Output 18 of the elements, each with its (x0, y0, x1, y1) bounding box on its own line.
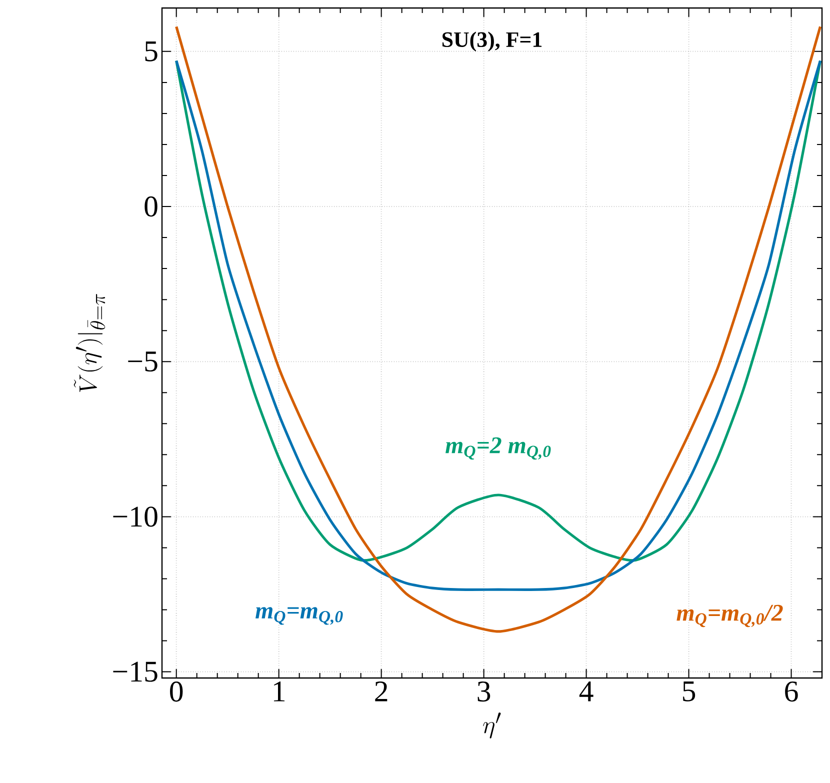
x-tick-label: 6 (785, 682, 798, 702)
x-tick-label: 4 (579, 682, 594, 702)
x-tick-label: 3 (478, 682, 490, 702)
annotation: SU(3), F=1 (442, 32, 542, 52)
y-axis-title: $\tilde{V}(\eta')|_{\bar{\theta}=\pi}$ (74, 294, 106, 392)
text: m$_{Q}$=m$_{Q,0}$/2 (676, 604, 783, 628)
y-tick-label: −5 (128, 352, 158, 372)
y-tick-label: −10 (113, 506, 158, 527)
x-tick-label: 1 (274, 682, 285, 702)
x-axis-title: $\eta'$ (483, 712, 501, 738)
text: m$_{Q}$=m$_{Q,0}$ (256, 607, 343, 625)
y-tick-label: −15 (113, 662, 158, 682)
x-tick-label: 5 (683, 682, 696, 702)
x-tick-label: 2 (375, 682, 388, 702)
series-label: m$_{Q}$=2 m$_{Q,0}$ (446, 437, 551, 460)
y-tick-label: 0 (144, 196, 158, 217)
y-tick-label: 5 (145, 41, 158, 62)
x-tick-label: 0 (170, 682, 183, 702)
